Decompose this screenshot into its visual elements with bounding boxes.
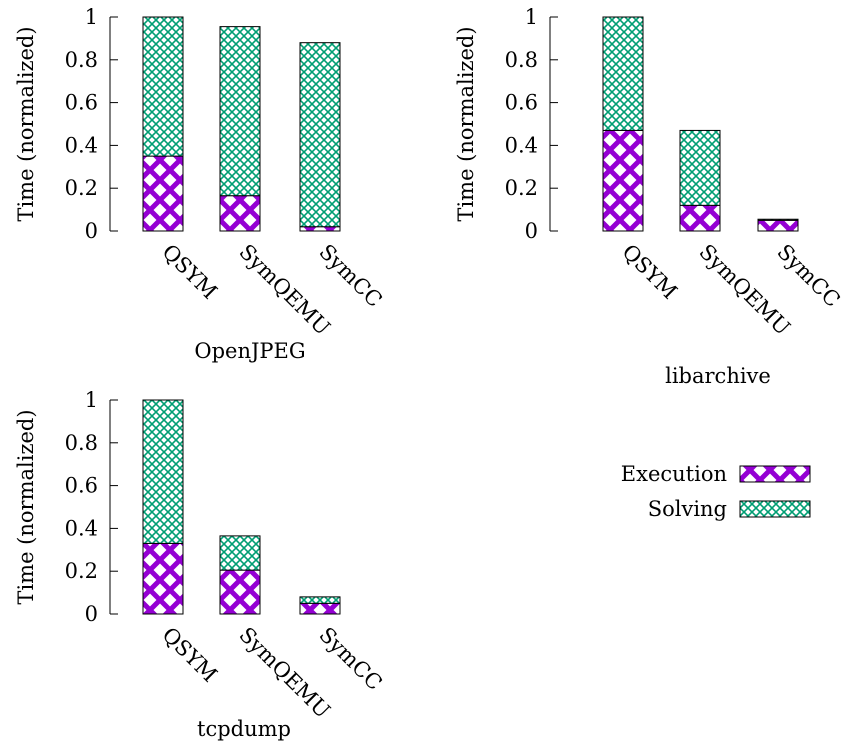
bar-solving-qsym (602, 16, 644, 131)
y-tick-label: 0.6 (65, 474, 98, 498)
bar-execution-symcc (757, 219, 799, 232)
bar-solving-symcc (299, 596, 341, 604)
x-tick-label: SymCC (772, 240, 844, 312)
bar-solving-qsym (142, 399, 184, 544)
x-tick-label: QSYM (617, 240, 681, 304)
bar-solving-symcc (757, 218, 799, 221)
y-tick-label: 1 (85, 388, 98, 412)
bar-execution-symqemu (219, 195, 261, 232)
bar-execution-symcc (299, 602, 341, 615)
y-tick-label: 0.2 (505, 176, 538, 200)
y-tick-label: 1 (525, 5, 538, 29)
y-tick-label: 0.2 (65, 176, 98, 200)
y-tick-label: 0 (85, 219, 98, 243)
x-tick-label: SymCC (314, 623, 386, 695)
bar-execution-qsym (602, 129, 644, 232)
x-tick-label: SymCC (314, 240, 386, 312)
bar-execution-qsym (142, 155, 184, 232)
y-tick-label: 0.4 (505, 133, 538, 157)
y-tick-label: 0.4 (65, 516, 98, 540)
y-tick-label: 0.8 (505, 48, 538, 72)
y-tick-label: 0.6 (505, 91, 538, 115)
bar-execution-symqemu (679, 204, 721, 232)
legend-label-solving: Solving (648, 497, 727, 521)
legend-swatch-solving (739, 500, 811, 518)
x-tick-label: QSYM (157, 240, 221, 304)
y-tick-label: 1 (85, 5, 98, 29)
y-tick-label: 0.8 (65, 48, 98, 72)
legend: Execution Solving (621, 462, 811, 521)
y-axis-label: Time (normalized) (14, 26, 38, 221)
bar-solving-symqemu (679, 129, 721, 206)
y-tick-label: 0.4 (65, 133, 98, 157)
bar-execution-qsym (142, 542, 184, 615)
legend-label-execution: Execution (621, 462, 727, 486)
x-tick-label: QSYM (157, 623, 221, 687)
legend-swatch-execution (739, 465, 811, 483)
bar-solving-symqemu (219, 26, 261, 197)
y-tick-label: 0.6 (65, 91, 98, 115)
chart-title: libarchive (665, 364, 771, 388)
y-tick-label: 0.8 (65, 431, 98, 455)
y-tick-label: 0 (525, 219, 538, 243)
y-tick-label: 0 (85, 602, 98, 626)
y-axis-label: Time (normalized) (14, 409, 38, 604)
bar-solving-symqemu (219, 535, 261, 571)
bar-solving-symcc (299, 42, 341, 228)
bar-solving-qsym (142, 16, 184, 157)
bar-execution-symqemu (219, 569, 261, 615)
y-axis-label: Time (normalized) (454, 26, 478, 221)
chart-title: tcpdump (197, 717, 291, 741)
y-tick-label: 0.2 (65, 559, 98, 583)
chart-title: OpenJPEG (194, 339, 305, 363)
bar-execution-symcc (299, 226, 341, 232)
